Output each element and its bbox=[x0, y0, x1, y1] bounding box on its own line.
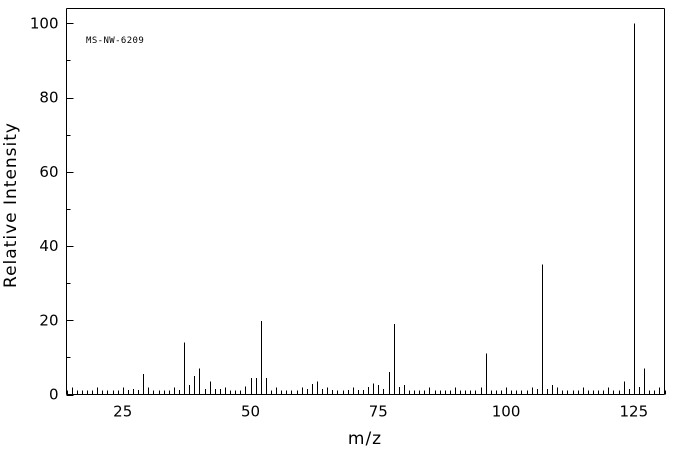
x-axis-title: m/z bbox=[348, 429, 382, 449]
x-axis-tick-labels: 25 50 75 100 125 bbox=[113, 403, 648, 421]
x-tick-label: 75 bbox=[369, 403, 388, 421]
y-tick-label: 20 bbox=[39, 311, 58, 329]
y-axis-title: Relative Intensity bbox=[1, 122, 21, 288]
y-tick-label: 60 bbox=[39, 163, 58, 181]
y-axis-tick-labels: 0 20 40 60 80 100 bbox=[30, 14, 59, 403]
y-tick-label: 40 bbox=[39, 237, 58, 255]
sample-id-label: MS-NW-6209 bbox=[86, 36, 144, 46]
peak-series bbox=[72, 23, 645, 395]
x-tick-label: 100 bbox=[492, 403, 521, 421]
x-tick-label: 25 bbox=[113, 403, 132, 421]
y-axis-ticks bbox=[66, 23, 74, 396]
y-tick-label: 80 bbox=[39, 89, 58, 107]
x-axis-ticks bbox=[67, 387, 666, 395]
x-tick-label: 125 bbox=[620, 403, 649, 421]
y-tick-label: 100 bbox=[30, 14, 59, 32]
plot-frame bbox=[66, 8, 665, 395]
y-tick-label: 0 bbox=[49, 386, 59, 404]
x-tick-label: 50 bbox=[241, 403, 260, 421]
